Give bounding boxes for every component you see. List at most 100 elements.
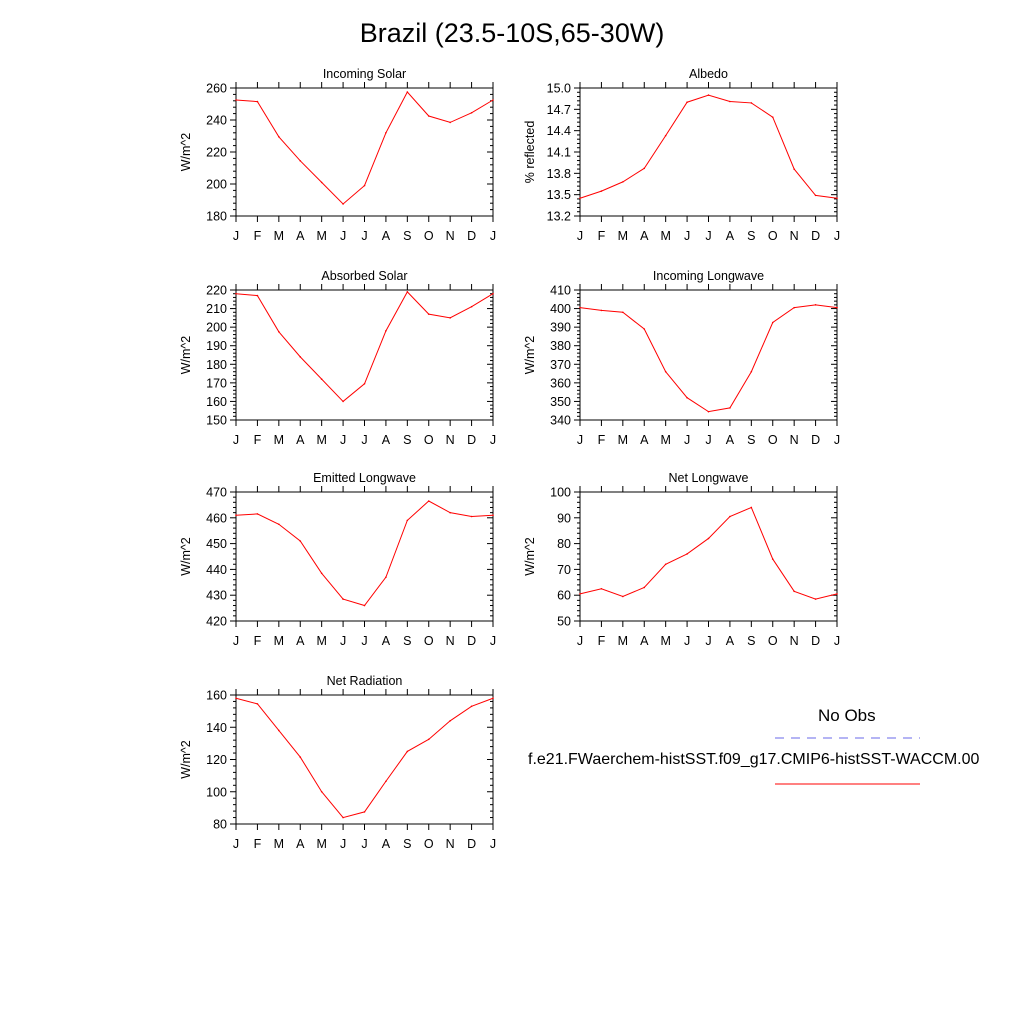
x-tick-label: J: [684, 229, 690, 243]
data-point: [470, 305, 473, 308]
data-point: [385, 330, 387, 332]
x-tick-label: F: [598, 433, 606, 447]
data-point: [256, 100, 259, 103]
y-tick-label: 430: [206, 589, 227, 603]
data-point: [686, 396, 688, 399]
x-tick-label: J: [490, 433, 496, 447]
x-tick-label: M: [618, 634, 628, 648]
x-tick-label: D: [811, 433, 820, 447]
data-point: [470, 705, 473, 708]
plot-frame: [235, 87, 494, 217]
data-point: [342, 203, 344, 205]
data-point: [256, 294, 259, 297]
data-point: [427, 115, 430, 117]
legend-case-label: f.e21.FWaerchem-histSST.f09_g17.CMIP6-hi…: [528, 751, 980, 768]
y-tick-label: 13.8: [547, 167, 571, 181]
y-tick-label: 380: [550, 339, 571, 353]
data-point: [278, 136, 280, 138]
data-point: [771, 558, 774, 560]
x-tick-label: F: [254, 229, 262, 243]
x-tick-label: A: [296, 433, 305, 447]
chart-panel-1: 13.213.513.814.114.414.715.0J F M A M J J A S O N D…: [523, 67, 840, 243]
x-tick-label: M: [618, 229, 628, 243]
data-point: [750, 370, 753, 373]
data-point: [320, 790, 323, 793]
panel-title: Albedo: [689, 67, 728, 81]
data-point: [320, 181, 323, 184]
data-point: [492, 292, 494, 295]
x-tick-label: D: [811, 229, 820, 243]
y-tick-label: 170: [206, 376, 227, 390]
x-tick-label: N: [790, 433, 799, 447]
data-point: [299, 356, 302, 358]
data-point: [664, 370, 667, 373]
x-tick-label: N: [446, 229, 455, 243]
data-point: [729, 100, 731, 103]
x-tick-label: J: [834, 634, 840, 648]
data-point: [579, 593, 581, 595]
x-tick-label: J: [834, 229, 840, 243]
x-tick-label: J: [340, 229, 346, 243]
data-point: [342, 598, 344, 600]
x-tick-label: O: [424, 229, 434, 243]
y-tick-label: 160: [206, 395, 227, 409]
y-tick-label: 80: [213, 818, 227, 832]
x-tick-label: A: [382, 433, 391, 447]
y-tick-label: 100: [206, 785, 227, 799]
y-axis-label: W/m^2: [523, 336, 537, 375]
panel-title: Net Radiation: [327, 674, 403, 688]
data-point: [707, 410, 710, 413]
x-tick-label: J: [705, 229, 711, 243]
data-point: [363, 382, 366, 385]
x-tick-label: J: [684, 433, 690, 447]
x-tick-label: M: [274, 229, 284, 243]
data-point: [579, 306, 581, 309]
data-point: [750, 102, 753, 104]
data-point: [600, 190, 603, 192]
x-tick-label: O: [768, 433, 778, 447]
x-tick-label: O: [424, 433, 434, 447]
y-tick-label: 370: [550, 358, 571, 372]
data-point: [492, 697, 494, 700]
y-tick-label: 220: [206, 146, 227, 160]
x-tick-label: J: [361, 837, 367, 851]
data-point: [707, 537, 710, 540]
x-tick-label: A: [382, 837, 391, 851]
x-tick-label: N: [446, 634, 455, 648]
x-tick-label: N: [446, 837, 455, 851]
series-line: [235, 91, 494, 205]
x-tick-label: A: [296, 229, 305, 243]
y-tick-label: 70: [557, 563, 571, 577]
data-point: [449, 511, 451, 514]
y-tick-label: 440: [206, 563, 227, 577]
data-point: [385, 780, 387, 783]
x-tick-label: D: [467, 837, 476, 851]
x-tick-label: J: [233, 634, 239, 648]
panel-title: Incoming Longwave: [653, 269, 764, 283]
x-tick-label: S: [403, 837, 411, 851]
x-tick-label: S: [747, 433, 755, 447]
data-point: [363, 604, 366, 607]
data-point: [342, 816, 344, 819]
y-axis-label: W/m^2: [179, 133, 193, 172]
x-tick-label: O: [424, 634, 434, 648]
data-point: [299, 756, 302, 758]
data-point: [470, 112, 473, 114]
y-tick-label: 210: [206, 302, 227, 316]
data-point: [793, 306, 795, 309]
x-tick-label: J: [577, 433, 583, 447]
data-point: [579, 197, 581, 200]
x-tick-label: J: [684, 634, 690, 648]
y-tick-label: 340: [550, 414, 571, 428]
data-point: [449, 317, 451, 319]
x-tick-label: J: [490, 837, 496, 851]
data-point: [729, 515, 731, 518]
data-point: [427, 738, 430, 741]
y-tick-label: 450: [206, 537, 227, 551]
x-tick-label: J: [340, 634, 346, 648]
legend-obs-label: No Obs: [818, 706, 876, 725]
x-tick-label: M: [316, 837, 326, 851]
y-tick-label: 90: [557, 511, 571, 525]
